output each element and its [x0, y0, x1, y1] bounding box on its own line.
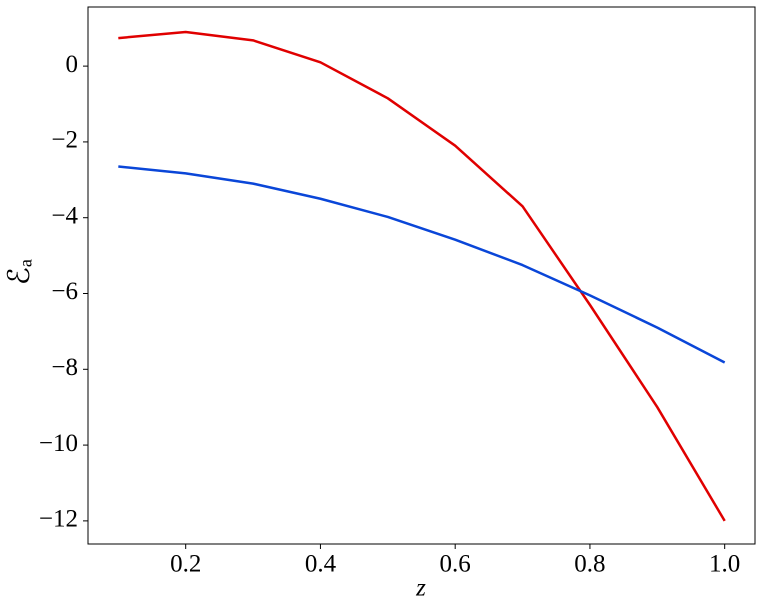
- y-tick-label: −4: [51, 202, 78, 229]
- line-series: [118, 30, 726, 522]
- line-series: [118, 165, 726, 364]
- y-tick-label: −10: [39, 430, 78, 457]
- y-tick-label: 0: [66, 51, 79, 78]
- x-tick-label: 1.0: [709, 551, 740, 578]
- x-tick-label: 0.4: [305, 551, 337, 578]
- y-tick-label: −12: [39, 506, 78, 533]
- x-tick-label: 0.2: [170, 551, 201, 578]
- y-axis-label: ℰₐ: [3, 259, 36, 285]
- y-tick-label: −2: [51, 127, 78, 154]
- plot-frame: [87, 6, 756, 545]
- y-tick-label: −6: [51, 278, 78, 305]
- x-tick-label: 0.8: [574, 551, 605, 578]
- x-axis-label: z: [415, 575, 426, 602]
- y-tick-label: −8: [51, 354, 78, 381]
- x-tick-label: 0.6: [440, 551, 471, 578]
